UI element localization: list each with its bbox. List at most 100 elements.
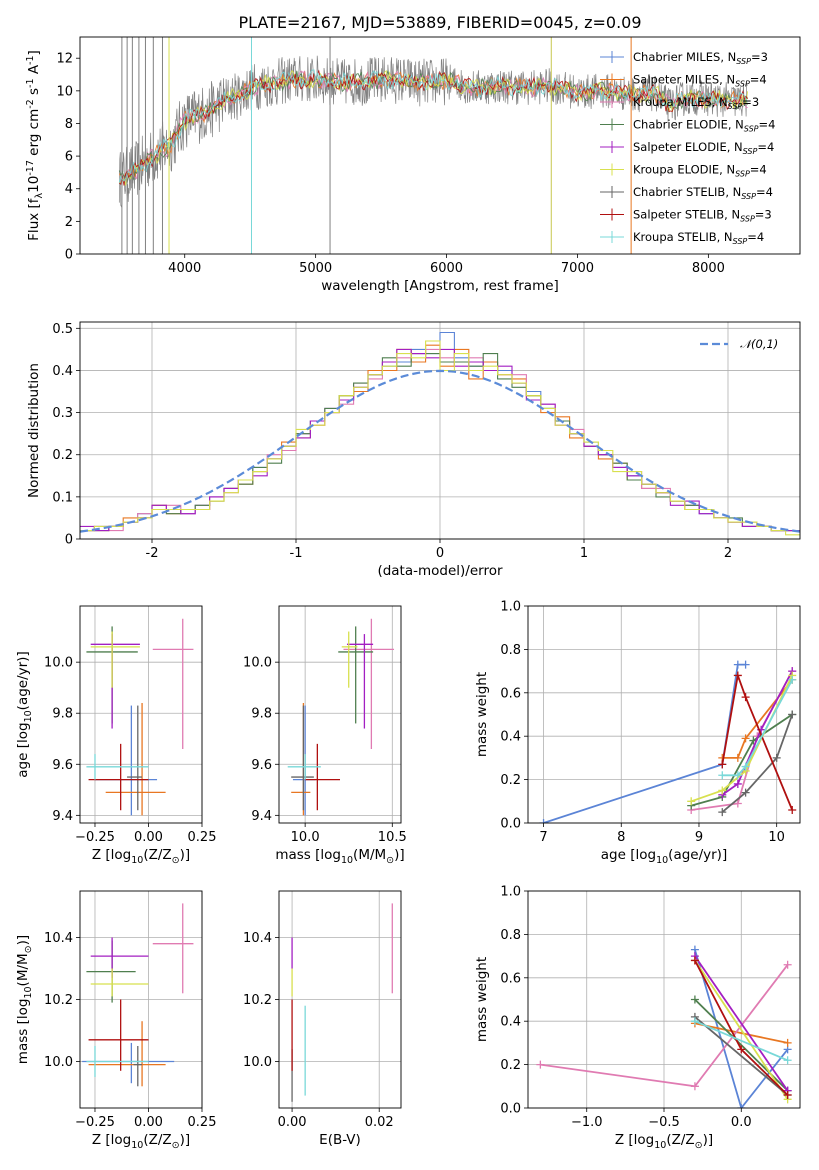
y-tick-label: 0.0 [500, 1102, 521, 1117]
label-fragment: 10 [131, 855, 143, 866]
label-fragment: (age/yr)] [15, 651, 31, 710]
weight-series-line [721, 671, 794, 811]
label-fragment: s [26, 88, 42, 99]
chart-panels: 4000 5000 6000 7000 8000024681012wavelength … [15, 36, 801, 1151]
plot-area [118, 37, 749, 254]
label-fragment: )] [703, 1132, 714, 1148]
legend-label-value: =4 [759, 118, 776, 132]
x-tick-label: 9 [695, 830, 703, 845]
label-fragment: )] [394, 847, 405, 863]
x-tick-label: 2 [724, 546, 732, 561]
y-tick-label: 0.6 [500, 686, 521, 701]
weight-series-line [721, 670, 793, 796]
label-fragment: )] [15, 935, 31, 946]
label-fragment: erg cm [26, 109, 42, 160]
x-axis-label: Z [log10(Z/Z⊙)] [615, 1132, 713, 1151]
label-fragment: -1 [25, 78, 36, 87]
panel-residuals: -2 -1 0 1 2 0 0.1 0.2 0.3 0.4 0.5 (data-model)/erro… [26, 321, 801, 579]
legend-label-sub: SSP [735, 170, 750, 179]
x-tick-label: 10.5 [378, 830, 407, 845]
axes-frame [79, 605, 203, 824]
y-axis-label: Normed distribution [26, 363, 42, 498]
legend-label-value: =4 [747, 230, 764, 244]
weight-point-marker [737, 1045, 746, 1054]
weight-point-marker [788, 710, 797, 719]
x-tick-label: 1 [580, 546, 588, 561]
label-fragment: mass [log [15, 999, 31, 1065]
label-fragment: 10 [341, 855, 353, 866]
legend-label: Chabrier ELODIE, NSSP=4 [633, 118, 775, 134]
legend-label-value: =3 [755, 208, 772, 222]
legend-label: Kroupa ELODIE, NSSP=4 [633, 163, 767, 179]
legend-label-value: =4 [757, 140, 774, 154]
label-fragment: ⊙ [172, 1140, 180, 1151]
y-tick-label: 1.0 [500, 885, 521, 900]
weight-point-marker [783, 1038, 792, 1047]
weight-point-marker [737, 1104, 746, 1108]
legend-label-name: Chabrier MILES, N [633, 50, 736, 64]
legend-label-sub: SSP [740, 215, 755, 224]
x-tick-label: 0 [436, 546, 444, 561]
y-tick-label: 0.6 [500, 971, 521, 986]
legend-label-name: Kroupa STELIB, N [633, 230, 733, 244]
x-axis-label: Z [log10(Z/Z⊙)] [92, 847, 190, 866]
y-axis-label: mass weight [474, 957, 490, 1042]
x-tick-label: 0.0 [731, 1115, 752, 1130]
label-fragment: 10 [131, 1140, 143, 1151]
y-tick-label: 0.1 [52, 490, 73, 505]
x-axis-label: mass [log10(M/M⊙)] [275, 847, 404, 866]
plot-area [287, 618, 395, 816]
y-tick-label: 0 [65, 533, 73, 548]
legend-label-sub: SSP [728, 102, 743, 111]
label-fragment: mass weight [474, 957, 490, 1042]
y-tick-label: 10.0 [44, 656, 73, 671]
plot-area [539, 660, 797, 823]
x-tick-label: 8 [617, 830, 625, 845]
x-tick-label: 4000 [168, 261, 201, 276]
weight-point-marker [718, 760, 727, 769]
y-tick-label: 9.8 [52, 707, 73, 722]
y-tick-label: 9.6 [251, 758, 272, 773]
label-fragment: ] [26, 50, 42, 55]
legend-label: Chabrier MILES, NSSP=3 [633, 50, 768, 66]
label-fragment: wavelength [Angstrom, rest frame] [321, 278, 559, 294]
x-tick-label: −0.5 [648, 1115, 680, 1130]
x-tick-label: 5000 [299, 261, 332, 276]
label-fragment: (Z/Z [143, 847, 171, 863]
figure-title: PLATE=2167, MJD=53889, FIBERID=0045, z=0… [238, 13, 641, 32]
y-axis-label: age [log10(age/yr)] [15, 651, 34, 777]
label-fragment: (age/yr)] [668, 847, 727, 863]
y-tick-label: 0.5 [52, 322, 73, 337]
weight-series-line [721, 714, 794, 813]
plot-area [86, 618, 194, 816]
weight-point-marker [690, 1017, 699, 1026]
label-fragment: ⊙ [23, 945, 34, 953]
x-tick-label: 10 [768, 830, 785, 845]
weight-point-marker [783, 1090, 792, 1099]
y-tick-label: 9.4 [52, 809, 73, 824]
label-fragment: 10 [23, 986, 34, 998]
x-axis-label: E(B-V) [319, 1132, 361, 1148]
panel-age_vs_Z: −0.25 0.00 0.259.49.69.810.0Z [log10(Z/Z⊙)… [15, 605, 216, 866]
weight-series-line [694, 955, 789, 1092]
y-tick-label: 10 [56, 84, 73, 99]
x-tick-label: 7000 [561, 261, 594, 276]
y-tick-label: 10.0 [44, 1055, 73, 1070]
weight-point-marker [536, 1060, 545, 1069]
label-fragment: Flux [f [26, 197, 42, 241]
y-tick-label: 0.2 [52, 448, 73, 463]
label-fragment: Normed distribution [26, 363, 42, 498]
y-tick-label: 9.6 [52, 758, 73, 773]
x-axis-label: (data-model)/error [377, 563, 503, 579]
x-tick-label: 0.25 [188, 1115, 217, 1130]
weight-series-line [690, 713, 793, 807]
panel-age_vs_mass: 10.0 10.5 9.4 9.6 9.8 10.0 mass [log10(M/M⊙)] [243, 605, 407, 866]
histogram-series [80, 353, 800, 532]
weight-point-marker [783, 1056, 792, 1065]
model-spectrum-line [118, 69, 749, 183]
weight-point-marker [783, 960, 792, 969]
label-fragment: age [log [601, 847, 656, 863]
